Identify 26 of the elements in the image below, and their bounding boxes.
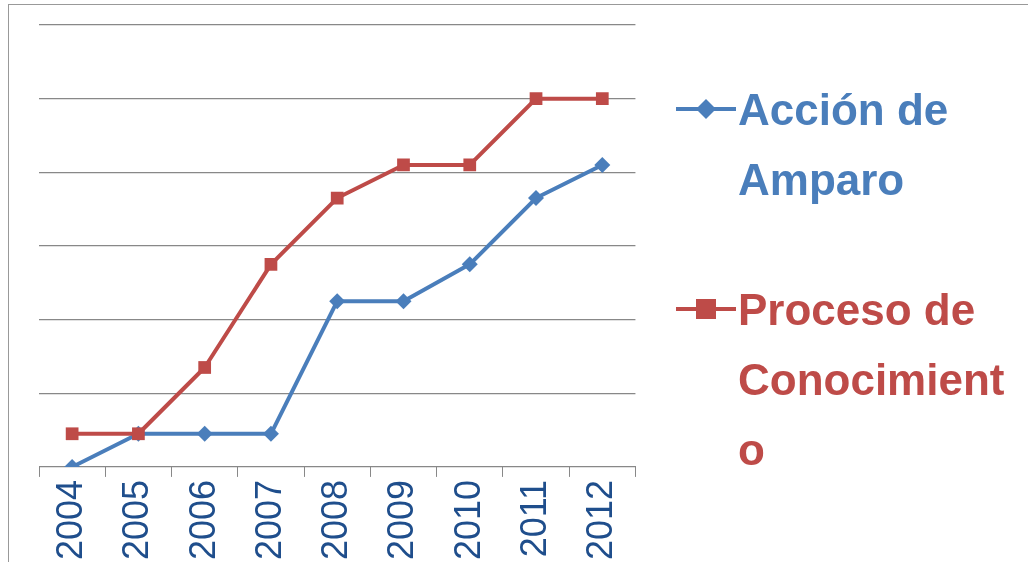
point — [329, 293, 346, 310]
point — [594, 156, 611, 173]
legend-label: Proceso de Conocimiento — [738, 284, 1006, 476]
x-tick-label: 2005 — [115, 479, 157, 561]
x-tick-label: 2008 — [314, 479, 356, 561]
x-tick-label: 2011 — [512, 479, 554, 558]
x-tick-label: 2009 — [380, 479, 422, 561]
x-tick-label: 2004 — [49, 479, 91, 561]
point — [595, 92, 609, 106]
point — [529, 92, 543, 106]
point — [198, 361, 212, 374]
point — [264, 258, 278, 271]
point — [397, 158, 410, 172]
legend-label: Acción de Amparo — [738, 84, 950, 206]
x-tick-label: 2010 — [446, 479, 488, 561]
point — [262, 425, 279, 442]
point — [196, 425, 213, 442]
x-tick-label: 2012 — [579, 479, 621, 561]
point — [463, 158, 477, 172]
point — [528, 190, 545, 207]
point — [461, 256, 478, 273]
x-tick-label: 2006 — [181, 479, 223, 561]
point — [330, 191, 344, 205]
point — [395, 293, 412, 310]
x-tick-label: 2007 — [247, 479, 289, 561]
point — [65, 427, 79, 441]
